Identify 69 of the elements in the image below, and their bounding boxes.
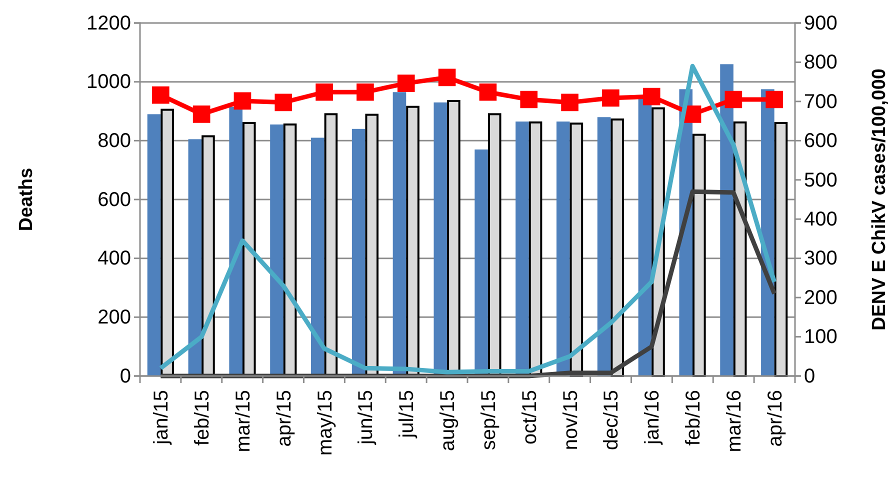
y-axis-title: Deaths: [16, 168, 37, 232]
y2-axis-title: DENV E ChikV cases/100,000: [869, 68, 890, 330]
y-tick-label: 200: [98, 306, 131, 329]
y-tick-label: 800: [98, 130, 131, 152]
point: [479, 83, 497, 101]
bar: [160, 108, 174, 377]
bar: [610, 118, 624, 377]
bar: [556, 122, 570, 376]
bar: [147, 114, 161, 376]
y2-tick-label: 400: [804, 208, 838, 231]
y2-tick-label: 0: [804, 365, 816, 388]
x-tick-label: apr/15: [273, 390, 296, 447]
bar: [229, 106, 242, 376]
y-tick-label: 1200: [86, 12, 131, 34]
point: [152, 86, 170, 104]
point: [438, 68, 456, 86]
y2-tick-label: 100: [804, 326, 838, 348]
bar: [570, 122, 584, 377]
bar: [188, 139, 202, 376]
point: [234, 92, 252, 110]
bar: [392, 92, 406, 376]
point: [642, 88, 660, 106]
bar: [516, 122, 529, 376]
point: [274, 94, 292, 112]
y-tick-label: 1000: [86, 71, 131, 94]
point: [192, 106, 210, 123]
y-tick-label: 0: [120, 365, 131, 388]
x-tick-label: mar/16: [723, 390, 746, 452]
x-tick-label: jan/16: [642, 390, 664, 446]
point: [520, 90, 538, 108]
bar: [638, 98, 652, 376]
y2-tick-label: 900: [804, 12, 838, 34]
line-series: [158, 64, 777, 374]
x-tick-label: apr/16: [764, 390, 786, 447]
y2-tick-label: 500: [804, 169, 838, 192]
point: [766, 90, 783, 108]
bar: [692, 134, 706, 377]
bar: [352, 128, 366, 376]
x-tick-label: nov/15: [560, 390, 582, 450]
x-tick-label: aug/15: [437, 390, 460, 452]
point: [724, 90, 742, 108]
y2-tick-label: 700: [804, 90, 838, 113]
y2-tick-label: 300: [804, 248, 838, 270]
x-tick-label: may/15: [314, 390, 336, 456]
y2-tick-label: 200: [804, 286, 838, 309]
point: [561, 94, 578, 112]
x-tick-label: jun/15: [355, 390, 378, 446]
y-tick-label: 600: [98, 188, 131, 211]
point: [356, 83, 374, 101]
point: [602, 89, 620, 107]
x-tick-label: mar/15: [232, 390, 254, 452]
x-tick-label: sep/15: [478, 390, 500, 450]
bar: [474, 149, 488, 376]
x-tick-label: jul/15: [396, 390, 418, 439]
bar: [270, 124, 284, 376]
y2-tick-label: 600: [804, 130, 838, 152]
x-tick-label: oct/15: [518, 390, 541, 444]
bar: [597, 117, 611, 376]
x-tick-label: jan/15: [150, 390, 173, 446]
bar: [434, 102, 448, 376]
point: [316, 83, 333, 101]
x-tick-label: feb/16: [682, 390, 705, 446]
point: [397, 74, 415, 92]
bar: [774, 122, 788, 377]
x-tick-label: feb/15: [192, 390, 214, 446]
bar: [311, 138, 324, 376]
x-tick-label: dec/15: [600, 390, 623, 450]
y2-tick-label: 800: [804, 52, 838, 74]
y-tick-label: 400: [98, 248, 131, 270]
